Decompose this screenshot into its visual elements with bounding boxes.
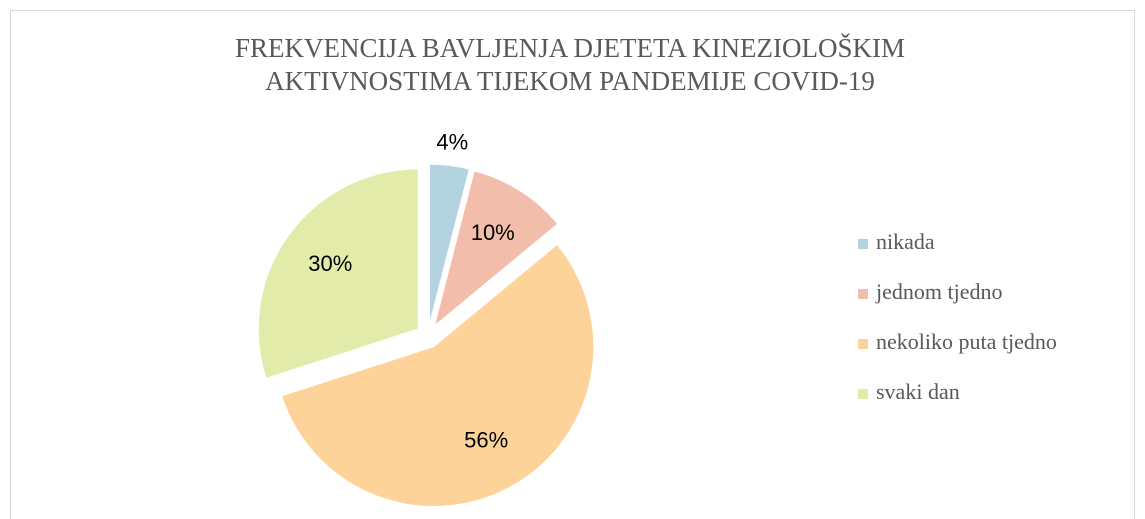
legend-label: jednom tjedno bbox=[875, 279, 1002, 304]
legend-marker bbox=[858, 339, 868, 349]
legend-label: nekoliko puta tjedno bbox=[876, 329, 1057, 354]
chart-border bbox=[10, 10, 1135, 519]
pie-slice bbox=[433, 170, 559, 328]
data-label: 10% bbox=[471, 220, 515, 245]
data-label: 30% bbox=[308, 251, 352, 276]
data-label: 56% bbox=[464, 428, 508, 453]
legend-marker bbox=[858, 389, 868, 399]
legend-label: svaki dan bbox=[876, 379, 960, 404]
legend-marker bbox=[858, 289, 868, 299]
chart-title: FREKVENCIJA BAVLJENJA DJETETA KINEZIOLOŠ… bbox=[234, 33, 906, 96]
pie-slice bbox=[429, 163, 470, 325]
legend-label: nikada bbox=[876, 229, 935, 254]
pie-slice bbox=[257, 168, 419, 380]
pie-slice bbox=[280, 243, 595, 507]
legend-marker bbox=[858, 239, 868, 249]
data-label: 4% bbox=[436, 129, 468, 154]
